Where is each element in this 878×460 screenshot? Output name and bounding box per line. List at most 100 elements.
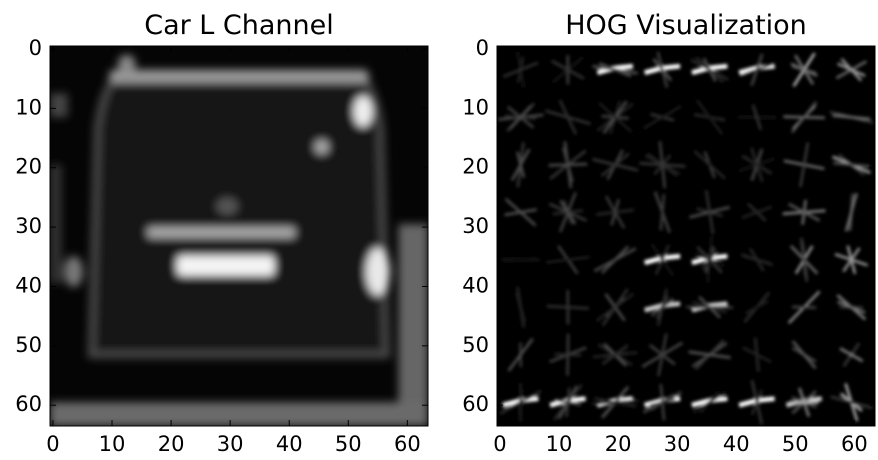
y-tick-label: 50	[15, 333, 42, 357]
hog-stroke	[546, 304, 590, 310]
hog-stroke	[837, 62, 866, 78]
hog-stroke	[702, 57, 717, 82]
x-tick-label: 30	[664, 432, 691, 456]
hog-strokes	[497, 51, 874, 425]
car-image	[50, 46, 428, 426]
hog-stroke	[837, 300, 866, 314]
axes-frame	[49, 45, 429, 427]
y-tick-label: 20	[15, 155, 42, 179]
y-tick-label: 30	[462, 214, 489, 238]
hog-stroke	[654, 244, 671, 276]
light-spot	[314, 139, 329, 155]
x-tick-label: 10	[99, 432, 126, 456]
trunk-line	[147, 227, 296, 238]
y-tick-label: 40	[462, 273, 489, 297]
y-tick-label: 10	[15, 95, 42, 119]
plate	[176, 255, 275, 276]
hog-stroke	[507, 337, 534, 372]
x-tick-label: 60	[841, 432, 868, 456]
hog-stroke	[747, 202, 767, 222]
left-edge	[50, 93, 68, 118]
hog-stroke	[832, 114, 871, 121]
hog-stroke	[692, 390, 727, 415]
hog-stroke	[614, 63, 634, 71]
hog-stroke	[603, 351, 628, 358]
hog-stroke	[502, 398, 522, 408]
y-tick-label: 10	[462, 95, 489, 119]
y-tick-label: 50	[462, 333, 489, 357]
hog-stroke	[709, 63, 728, 71]
x-tick-label: 40	[276, 432, 303, 456]
hog-stroke	[839, 347, 864, 363]
hog-image	[497, 46, 875, 426]
roof-spot	[117, 54, 136, 73]
x-tick-label: 50	[782, 432, 809, 456]
hog-stroke	[738, 65, 758, 76]
hog-stroke	[706, 236, 713, 283]
y-tick-label: 0	[476, 36, 489, 60]
car-body	[87, 72, 391, 359]
hog-stroke	[799, 142, 810, 188]
hog-stroke	[788, 202, 821, 222]
hog-stroke	[644, 398, 663, 408]
hog-stroke	[545, 255, 591, 264]
hog-stroke	[790, 101, 818, 134]
hog-stroke	[656, 294, 669, 320]
left-edge	[50, 164, 62, 284]
hog-stroke	[516, 286, 526, 328]
hog-stroke	[662, 253, 681, 261]
x-tick-label: 50	[335, 432, 362, 456]
roof-edge	[109, 69, 369, 83]
y-tick-label: 0	[29, 36, 42, 60]
y-tick-label: 30	[15, 214, 42, 238]
hog-stroke	[502, 61, 539, 79]
hog-stroke	[792, 305, 817, 309]
hog-stroke	[509, 105, 532, 130]
hog-stroke	[704, 190, 715, 235]
hog-stroke	[600, 152, 630, 178]
hog-stroke	[744, 299, 769, 315]
hog-stroke	[830, 395, 873, 410]
x-tick-label: 10	[546, 432, 573, 456]
hog-stroke	[844, 192, 858, 232]
hog-stroke	[504, 208, 537, 217]
hog-stroke	[594, 397, 637, 408]
hog-stroke	[659, 383, 666, 421]
ground	[50, 402, 428, 426]
hog-stroke	[695, 99, 724, 136]
x-tick-label: 0	[493, 432, 506, 456]
hog-stroke	[652, 58, 673, 82]
hog-stroke	[644, 255, 663, 266]
hog-stroke	[693, 149, 726, 180]
x-tick-label: 20	[158, 432, 185, 456]
tail-light	[64, 256, 84, 288]
hog-stroke	[738, 398, 758, 408]
y-tick-label: 60	[15, 392, 42, 416]
hog-stroke	[751, 104, 763, 131]
hog-stroke	[657, 333, 668, 377]
x-tick-label: 20	[605, 432, 632, 456]
hog-stroke	[659, 194, 666, 231]
hog-stroke	[709, 301, 728, 308]
hog-stroke	[566, 333, 570, 376]
hog-stroke	[544, 109, 591, 126]
hog-stroke	[604, 195, 626, 229]
hog-stroke	[639, 161, 686, 168]
hog-stroke	[698, 295, 721, 319]
axes-frame	[496, 45, 876, 427]
x-tick-label: 60	[394, 432, 421, 456]
hog-stroke	[601, 288, 629, 327]
right-edge	[398, 224, 428, 426]
hog-stroke	[551, 59, 585, 80]
image-background	[497, 46, 875, 426]
hog-stroke	[741, 346, 772, 364]
car-shapes	[50, 54, 428, 426]
hog-stroke	[644, 303, 663, 313]
panel-title: Car L Channel	[144, 10, 334, 41]
hog-stroke	[750, 53, 764, 86]
y-tick-label: 40	[15, 273, 42, 297]
hog-stroke	[834, 252, 869, 267]
hog-stroke	[557, 385, 578, 420]
hog-stroke	[794, 54, 815, 86]
